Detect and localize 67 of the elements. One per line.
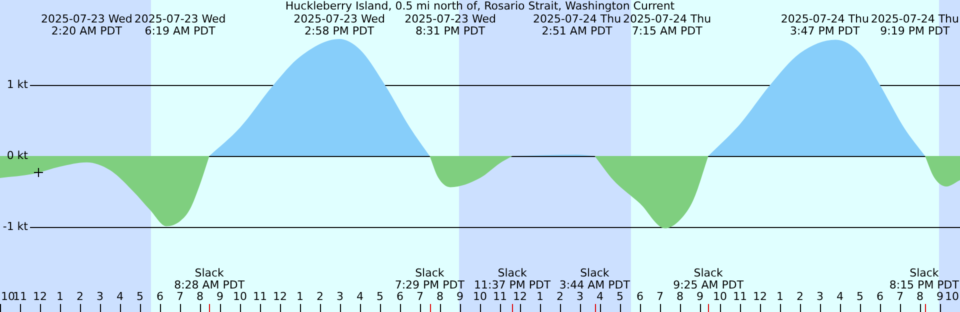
x-tick-label: 10 [473, 290, 487, 303]
x-tick-label: 8 [196, 290, 204, 303]
x-tick-label: 3 [96, 290, 104, 303]
y-tick-label: 0 kt [6, 148, 29, 162]
x-tick-label: 11 [13, 290, 27, 303]
annotation: 2025-07-24 Thu 3:47 PM PDT [780, 12, 869, 38]
x-tick-label: 12 [753, 290, 767, 303]
x-tick-label: 6 [396, 290, 404, 303]
x-tick-label: 3 [816, 290, 824, 303]
x-tick-label: 10 [233, 290, 247, 303]
x-tick-label: 5 [136, 290, 144, 303]
x-tick-label: 5 [376, 290, 384, 303]
x-tick-label: 12 [513, 290, 527, 303]
annotation: Slack 11:37 PM PDT [474, 266, 551, 292]
x-tick-label: 5 [616, 290, 624, 303]
x-tick-label: 6 [876, 290, 884, 303]
y-tick-label: 1 kt [6, 78, 29, 91]
x-tick-label: 9 [696, 290, 704, 303]
x-tick-label: 3 [336, 290, 344, 303]
x-tick-label: 11 [253, 290, 267, 303]
annotation: 2025-07-24 Thu 7:15 AM PDT [623, 12, 712, 38]
annotation: 2025-07-23 Wed 8:31 PM PDT [404, 12, 496, 38]
x-tick-label: 1 [296, 290, 304, 303]
x-tick-label: 1 [536, 290, 544, 303]
x-tick-label: 2 [76, 290, 84, 303]
annotation: 2025-07-24 Thu 2:51 AM PDT [532, 12, 622, 38]
x-tick-label: 4 [116, 290, 124, 303]
x-tick-label: 2 [796, 290, 804, 303]
x-tick-label: 6 [156, 290, 164, 303]
x-tick-label: 10 [1, 290, 15, 303]
x-tick-label: 12 [33, 290, 47, 303]
annotation: 2025-07-24 Thu 9:19 PM PDT [870, 12, 960, 38]
x-tick-label: 10 [713, 290, 727, 303]
annotation: 2025-07-23 Wed 2:58 PM PDT [294, 12, 386, 38]
x-tick-label: 1 [56, 290, 64, 303]
x-tick-label: 12 [273, 290, 287, 303]
x-tick-label: 6 [636, 290, 644, 303]
annotation: Slack 7:29 PM PDT [394, 266, 465, 292]
x-tick-label: 7 [416, 290, 424, 303]
x-tick-label: 10 [945, 290, 960, 303]
annotation: Slack 9:25 AM PDT [673, 266, 744, 292]
chart-title: Huckleberry Island, 0.5 mi north of, Rosario Strait, Washington Current [285, 0, 676, 12]
x-tick-label: 2 [316, 290, 324, 303]
x-tick-label: 11 [733, 290, 747, 303]
x-tick-label: 4 [596, 290, 604, 303]
x-tick-label: 7 [896, 290, 904, 303]
annotation: Slack 3:44 AM PDT [559, 266, 630, 292]
x-tick-label: 9 [216, 290, 224, 303]
x-tick-label: 5 [856, 290, 864, 303]
x-tick-label: 8 [676, 290, 684, 303]
x-tick-label: 2 [556, 290, 564, 303]
x-tick-label: 11 [493, 290, 507, 303]
x-tick-label: 8 [436, 290, 444, 303]
annotation: Slack 8:28 AM PDT [174, 266, 245, 292]
x-tick-label: 7 [656, 290, 664, 303]
x-tick-label: 9 [936, 290, 944, 303]
x-tick-label: 3 [576, 290, 584, 303]
annotation: 2025-07-23 Wed 6:19 AM PDT [134, 12, 226, 38]
y-tick-label: -1 kt [2, 220, 29, 233]
x-tick-label: 8 [916, 290, 924, 303]
x-tick-label: 7 [176, 290, 184, 303]
annotation: 2025-07-23 Wed 2:20 AM PDT [40, 12, 132, 38]
x-tick-label: 9 [456, 290, 464, 303]
x-tick-label: 4 [836, 290, 844, 303]
x-tick-label: 1 [776, 290, 784, 303]
x-tick-label: 4 [356, 290, 364, 303]
annotation: Slack 8:15 PM PDT [889, 266, 960, 292]
